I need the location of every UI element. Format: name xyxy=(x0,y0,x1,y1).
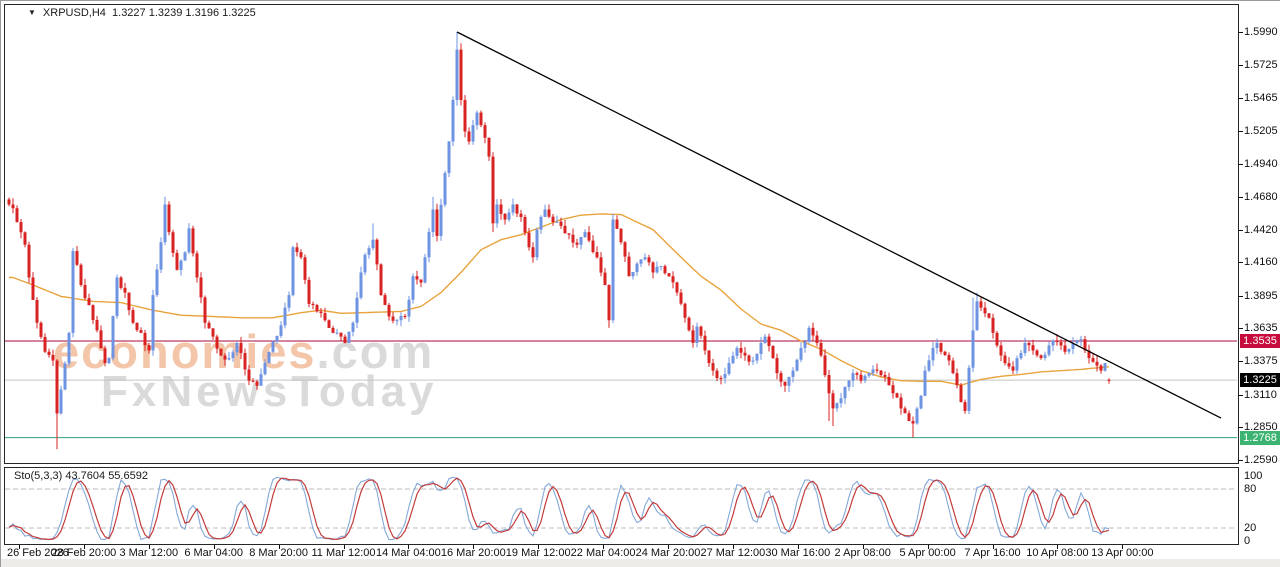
symbol-dropdown-icon[interactable]: ▼ xyxy=(28,8,36,17)
date-tick xyxy=(148,545,150,549)
date-axis-label: 27 Mar 12:00 xyxy=(700,547,766,559)
price-tick xyxy=(1238,32,1243,33)
window-bottom-strip xyxy=(1,559,1280,567)
resistance-price-badge: 1.3535 xyxy=(1240,334,1280,349)
date-axis-label: 19 Mar 12:00 xyxy=(505,547,571,559)
date-tick xyxy=(473,545,475,549)
price-axis-label: 1.3110 xyxy=(1244,388,1277,401)
date-tick xyxy=(1057,545,1059,549)
indicator-values: 43.7604 55.6592 xyxy=(65,470,148,482)
price-axis-label: 1.4160 xyxy=(1244,256,1278,269)
date-axis-label: 3 Mar 12:00 xyxy=(119,547,179,559)
price-axis-label: 1.5990 xyxy=(1244,26,1278,38)
date-tick xyxy=(408,545,410,549)
indicator-label: Sto(5,3,3) 43.7604 55.6592 xyxy=(14,470,148,482)
date-tick xyxy=(992,545,994,549)
price-axis-label: 1.5725 xyxy=(1244,59,1278,72)
price-tick xyxy=(1238,130,1243,132)
symbol-timeframe-label: XRPUSD,H4 xyxy=(42,7,106,19)
date-tick xyxy=(19,545,20,549)
date-tick xyxy=(83,545,85,549)
watermark-tagline: FxNewsToday xyxy=(101,367,438,416)
price-tick xyxy=(1238,196,1243,198)
price-tick xyxy=(1238,361,1243,363)
date-axis-label: 2 Apr 08:00 xyxy=(834,547,891,559)
stochastic-pane[interactable] xyxy=(4,467,1239,545)
date-axis-label: 16 Mar 20:00 xyxy=(440,547,506,559)
price-axis-label: 1.3895 xyxy=(1244,289,1278,302)
stochastic-scale-label: 20 xyxy=(1244,522,1257,534)
date-tick xyxy=(732,545,734,549)
date-axis-label: 8 Mar 20:00 xyxy=(249,547,308,559)
price-tick xyxy=(1238,65,1243,67)
date-tick xyxy=(213,545,215,549)
date-axis-label: 11 Mar 12:00 xyxy=(311,547,376,559)
date-axis-label: 22 Mar 04:00 xyxy=(570,547,636,559)
current-price-price-badge: 1.3225 xyxy=(1240,373,1280,388)
date-axis-label: 10 Apr 08:00 xyxy=(1026,547,1089,559)
chart-title: ▼ XRPUSD,H4 1.3227 1.3239 1.3196 1.3225 xyxy=(28,7,256,19)
date-axis-label: 5 Apr 00:00 xyxy=(899,547,956,559)
price-axis-label: 1.5465 xyxy=(1244,92,1278,105)
price-axis-label: 1.3635 xyxy=(1244,322,1278,335)
date-tick xyxy=(343,545,345,549)
price-tick xyxy=(1238,98,1243,100)
price-tick xyxy=(1238,262,1243,264)
price-axis-label: 1.4940 xyxy=(1244,158,1278,171)
date-axis-label: 30 Mar 16:00 xyxy=(765,547,831,559)
price-tick xyxy=(1238,229,1243,231)
date-axis-label: 6 Mar 04:00 xyxy=(184,547,244,559)
date-tick xyxy=(1122,545,1124,549)
price-tick xyxy=(1238,394,1243,396)
date-tick xyxy=(797,545,799,549)
date-tick xyxy=(278,545,280,549)
price-tick xyxy=(1238,427,1243,429)
stochastic-scale-label: 100 xyxy=(1244,470,1263,482)
date-axis-label: 14 Mar 04:00 xyxy=(375,547,441,559)
price-tick xyxy=(1238,328,1243,330)
price-tick xyxy=(1238,164,1243,166)
date-axis-label: 28 Feb 20:00 xyxy=(51,547,117,559)
price-axis-label: 1.2850 xyxy=(1244,421,1278,434)
price-axis-label: 1.3375 xyxy=(1244,355,1278,368)
date-tick xyxy=(603,545,605,549)
price-axis-label: 1.5205 xyxy=(1244,124,1278,137)
quote-ohlc-values: 1.3227 1.3239 1.3196 1.3225 xyxy=(112,7,256,19)
date-axis-label: 26 Feb 2026 xyxy=(7,547,69,559)
date-axis-label: 7 Apr 16:00 xyxy=(964,547,1021,559)
date-tick xyxy=(538,545,540,549)
price-axis-label: 1.4680 xyxy=(1244,190,1278,203)
date-axis-label: 13 Apr 00:00 xyxy=(1091,547,1154,559)
price-axis-label: 1.4420 xyxy=(1244,223,1278,236)
date-tick xyxy=(927,545,929,549)
support-price-badge: 1.2768 xyxy=(1240,430,1280,445)
stochastic-scale-label: 80 xyxy=(1244,483,1257,495)
stochastic-scale-label: 0 xyxy=(1244,535,1251,547)
price-tick xyxy=(1238,460,1243,461)
date-axis-label: 24 Mar 20:00 xyxy=(635,547,701,559)
price-chart-pane[interactable] xyxy=(4,4,1239,464)
date-tick xyxy=(668,545,669,549)
date-tick xyxy=(862,545,864,549)
price-tick xyxy=(1238,295,1243,297)
price-axis-label: 1.2590 xyxy=(1244,454,1278,466)
